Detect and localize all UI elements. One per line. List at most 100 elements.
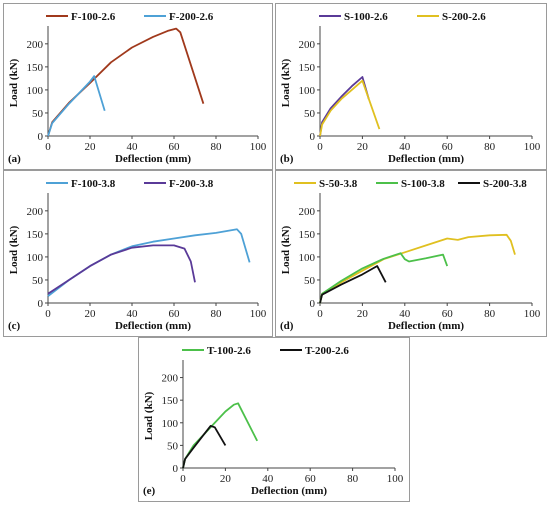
x-tick-label: 40: [127, 308, 139, 320]
series-line: [47, 244, 196, 295]
legend-label: S-200-3.8: [483, 178, 527, 190]
x-tick-label: 80: [211, 308, 223, 320]
y-tick-label: 50: [167, 440, 179, 452]
x-tick-label: 60: [169, 308, 181, 320]
legend-label: F-200-2.6: [169, 11, 214, 23]
legend-label: S-100-3.8: [401, 178, 445, 190]
panel-label: (a): [8, 153, 21, 165]
legend-label: T-100-2.6: [207, 345, 251, 357]
x-axis-label: Deflection (mm): [115, 153, 191, 165]
y-tick-label: 200: [27, 39, 44, 51]
x-tick-label: 100: [387, 473, 404, 485]
y-tick-label: 0: [173, 463, 179, 475]
series-line: [47, 75, 106, 137]
x-tick-label: 20: [85, 141, 97, 153]
panel-label: (c): [8, 320, 21, 332]
x-tick-label: 80: [211, 141, 223, 153]
chart-svg: 0 50 100 150 200 0 20 40 60 80 100 Deflection (mm) L…: [280, 178, 541, 332]
x-tick-label: 80: [347, 473, 359, 485]
x-tick-label: 80: [484, 308, 496, 320]
chart-panel-c: 0 50 100 150 200 0 20 40 60 80 100 Deflection (mm) L…: [3, 170, 273, 337]
x-tick-label: 0: [317, 308, 323, 320]
y-axis-label: Load (kN): [8, 225, 20, 274]
chart-panel-d: 0 50 100 150 200 0 20 40 60 80 100 Deflection (mm) L…: [275, 170, 547, 337]
y-tick-label: 200: [162, 373, 179, 385]
x-tick-label: 0: [45, 141, 51, 153]
legend-label: F-100-3.8: [71, 178, 116, 190]
x-tick-label: 100: [250, 308, 267, 320]
y-tick-label: 150: [162, 395, 179, 407]
x-tick-label: 60: [442, 308, 454, 320]
chart-svg: 0 50 100 150 200 0 20 40 60 80 100 Deflection (mm) L…: [8, 11, 267, 165]
y-tick-label: 0: [38, 131, 44, 143]
chart-panel-b: 0 50 100 150 200 0 20 40 60 80 100 Deflection (mm) L…: [275, 3, 547, 170]
y-tick-label: 50: [32, 275, 44, 287]
chart-panel-e: 0 50 100 150 200 0 20 40 60 80 100 Deflection (mm) L…: [138, 337, 410, 502]
x-tick-label: 40: [399, 308, 411, 320]
chart-svg: 0 50 100 150 200 0 20 40 60 80 100 Deflection (mm) L…: [143, 345, 404, 497]
chart-svg: 0 50 100 150 200 0 20 40 60 80 100 Deflection (mm) L…: [8, 178, 267, 332]
y-tick-label: 200: [27, 206, 44, 218]
series-line: [47, 228, 251, 297]
x-axis-label: Deflection (mm): [388, 153, 464, 165]
y-tick-label: 200: [299, 206, 316, 218]
y-tick-label: 150: [27, 62, 44, 74]
y-axis-label: Load (kN): [280, 225, 292, 274]
x-axis-label: Deflection (mm): [115, 320, 191, 332]
series-line: [47, 27, 205, 137]
legend-label: S-200-2.6: [442, 11, 486, 23]
panel-label: (d): [280, 320, 294, 332]
series-line: [182, 425, 227, 469]
x-tick-label: 100: [524, 141, 541, 153]
y-tick-label: 50: [32, 108, 44, 120]
chart-panel-a: 0 50 100 150 200 0 20 40 60 80 100 Deflection (mm) L…: [3, 3, 273, 170]
x-tick-label: 0: [45, 308, 51, 320]
y-tick-label: 100: [27, 85, 44, 97]
x-tick-label: 60: [169, 141, 181, 153]
y-tick-label: 50: [304, 275, 316, 287]
x-tick-label: 0: [180, 473, 186, 485]
legend-label: T-200-2.6: [305, 345, 349, 357]
x-tick-label: 80: [484, 141, 496, 153]
x-tick-label: 100: [250, 141, 267, 153]
chart-svg: 0 50 100 150 200 0 20 40 60 80 100 Deflection (mm) L…: [280, 11, 541, 165]
x-axis-label: Deflection (mm): [388, 320, 464, 332]
y-axis-label: Load (kN): [8, 58, 20, 107]
legend-label: S-100-2.6: [344, 11, 388, 23]
series-line: [319, 233, 516, 304]
x-tick-label: 40: [399, 141, 411, 153]
y-tick-label: 150: [299, 229, 316, 241]
y-tick-label: 0: [310, 131, 316, 143]
y-tick-label: 150: [27, 229, 44, 241]
y-tick-label: 100: [162, 418, 179, 430]
x-tick-label: 60: [305, 473, 317, 485]
y-tick-label: 150: [299, 62, 316, 74]
panel-label: (b): [280, 153, 294, 165]
y-tick-label: 200: [299, 39, 316, 51]
x-tick-label: 100: [524, 308, 541, 320]
x-tick-label: 0: [317, 141, 323, 153]
y-tick-label: 100: [27, 252, 44, 264]
x-tick-label: 40: [262, 473, 274, 485]
panel-label: (e): [143, 485, 156, 497]
x-axis-label: Deflection (mm): [251, 485, 327, 497]
y-axis-label: Load (kN): [280, 58, 292, 107]
legend-label: F-100-2.6: [71, 11, 116, 23]
y-axis-label: Load (kN): [143, 391, 155, 440]
series-line: [319, 76, 370, 137]
series-line: [319, 265, 387, 304]
y-tick-label: 100: [299, 252, 316, 264]
x-tick-label: 60: [442, 141, 454, 153]
legend-label: F-200-3.8: [169, 178, 214, 190]
y-tick-label: 100: [299, 85, 316, 97]
x-tick-label: 20: [357, 308, 369, 320]
x-tick-label: 20: [220, 473, 232, 485]
x-tick-label: 20: [85, 308, 97, 320]
series-line: [319, 252, 449, 304]
y-tick-label: 0: [310, 298, 316, 310]
legend-label: S-50-3.8: [319, 178, 358, 190]
x-tick-label: 40: [127, 141, 139, 153]
x-tick-label: 20: [357, 141, 369, 153]
y-tick-label: 50: [304, 108, 316, 120]
series-line: [319, 79, 381, 137]
